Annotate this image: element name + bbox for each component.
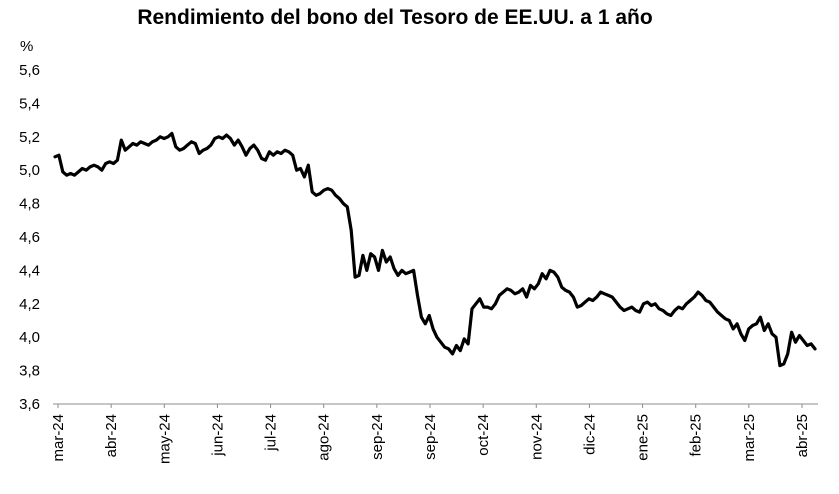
x-tick-label: mar-25 [741,414,758,462]
y-tick-label: 5,2 [19,129,40,146]
y-tick-label: 3,8 [19,363,40,380]
x-tick-label: abr-25 [794,414,811,457]
x-tick-label: jul-24 [263,414,280,452]
x-tick-label: ene-25 [635,414,652,461]
y-tick-label: 4,8 [19,196,40,213]
series-line [53,131,817,368]
x-tick-label: abr-24 [103,414,120,457]
chart-title: Rendimiento del bono del Tesoro de EE.UU… [137,6,653,29]
x-tick-label: sep-24 [422,414,439,460]
x-tick-label: feb-25 [688,414,705,457]
y-tick-label: 5,0 [19,162,40,179]
y-axis-unit-label: % [20,38,33,55]
y-tick-label: 4,4 [19,262,40,279]
y-tick-label: 4,2 [19,296,40,313]
x-tick-label: ago-24 [316,414,333,461]
x-tick-label: may-24 [156,414,173,464]
x-tick-label: nov-24 [528,414,545,460]
y-tick-label: 4,6 [19,229,40,246]
x-tick-label: jun-24 [209,414,226,457]
x-tick-label: dic-24 [581,414,598,455]
y-tick-label: 4,0 [19,329,40,346]
x-tick-label: mar-24 [50,414,67,462]
y-tick-label: 5,4 [19,95,40,112]
x-tick-label: sep-24 [369,414,386,460]
x-tick-label: oct-24 [475,414,492,456]
y-tick-label: 5,6 [19,62,40,79]
y-tick-label: 3,6 [19,396,40,413]
